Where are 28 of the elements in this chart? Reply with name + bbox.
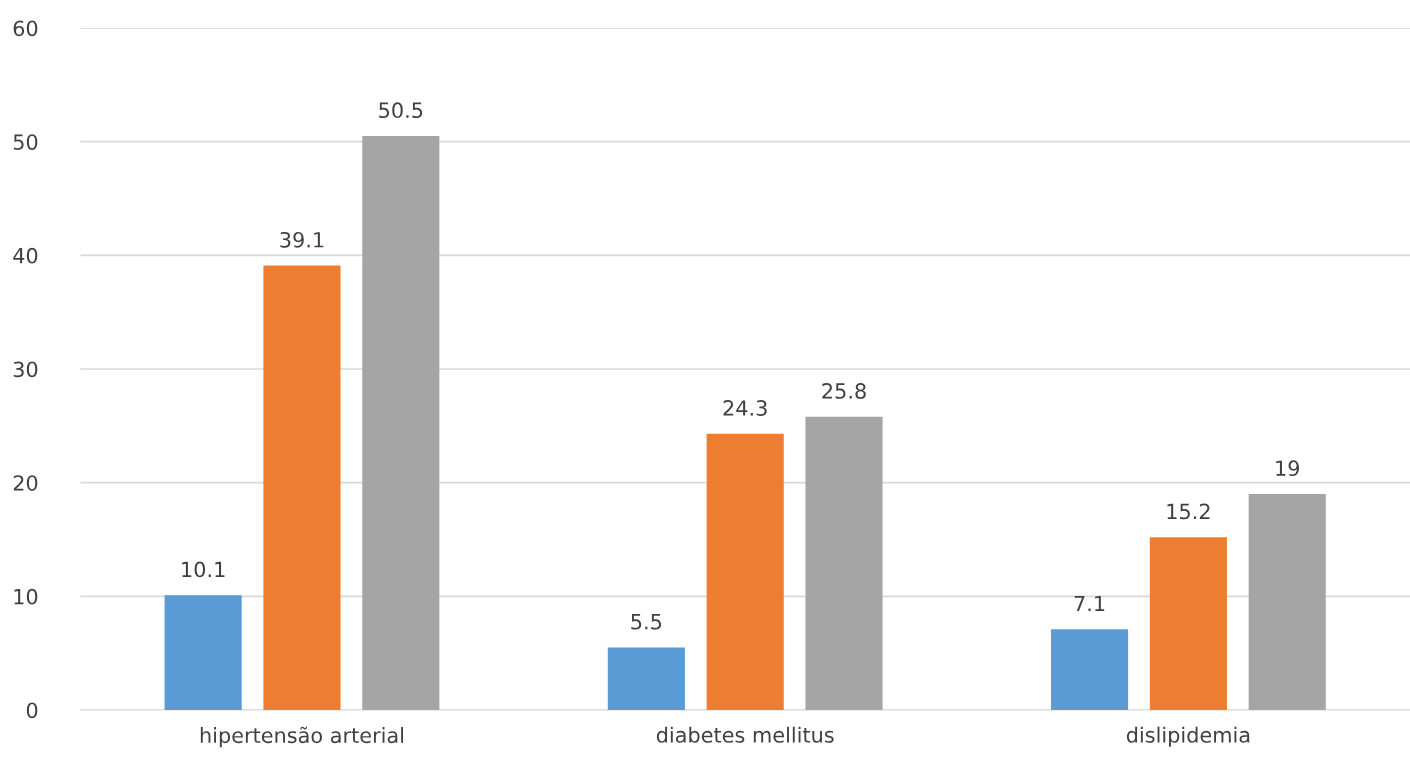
bar <box>706 433 784 711</box>
bar <box>1149 537 1227 711</box>
bar <box>1248 494 1326 711</box>
bar <box>1051 629 1129 711</box>
data-label: 19 <box>1276 460 1300 477</box>
data-label: 24.3 <box>723 400 767 416</box>
data-label: 25.8 <box>822 383 866 399</box>
bar <box>607 647 685 711</box>
x-tick-label: dislipidemia <box>1126 726 1250 747</box>
y-tick-label: 20 <box>13 475 38 491</box>
bar <box>805 416 883 711</box>
data-label: 39.1 <box>280 231 324 248</box>
y-tick-label: 60 <box>13 20 38 37</box>
y-tick-label: 10 <box>14 588 38 605</box>
y-tick-label: 0 <box>26 702 38 719</box>
bar <box>164 595 242 711</box>
y-tick-label: 40 <box>13 247 38 264</box>
y-tick-label: 50 <box>13 134 38 150</box>
x-tick-label: diabetes mellitus <box>656 726 834 743</box>
data-label: 50.5 <box>379 102 423 119</box>
data-label: 5.5 <box>631 614 662 630</box>
data-label: 10.1 <box>182 561 225 578</box>
y-tick-label: 30 <box>13 361 38 378</box>
bar <box>263 265 341 711</box>
bar <box>362 136 440 711</box>
data-label: 7.1 <box>1074 595 1105 612</box>
x-tick-label: hipertensão arterial <box>200 726 404 748</box>
data-label: 15.2 <box>1167 503 1210 520</box>
